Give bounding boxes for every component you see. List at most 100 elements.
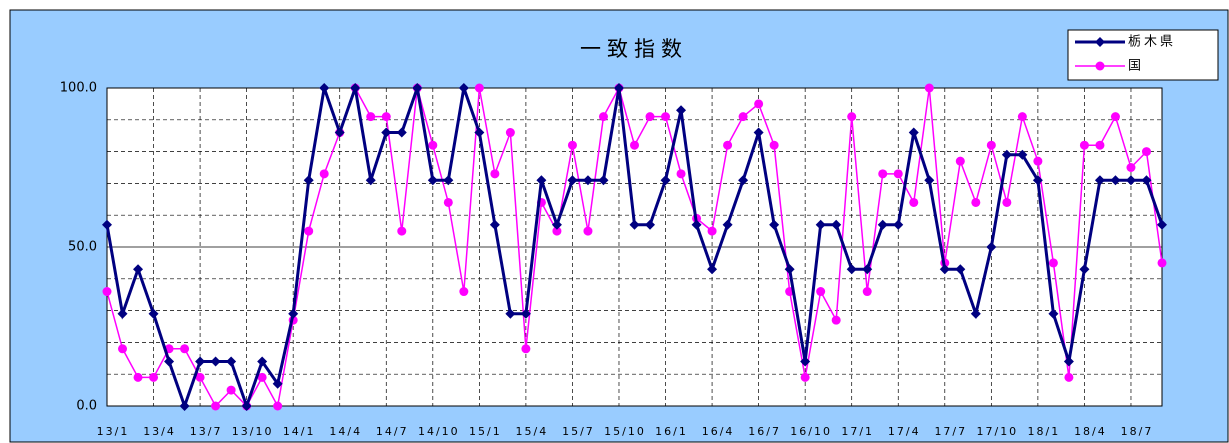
marker — [1095, 140, 1105, 150]
marker — [784, 264, 795, 275]
x-tick-label: 18/7 — [1121, 425, 1154, 438]
marker — [1032, 175, 1043, 186]
marker — [831, 315, 841, 325]
marker — [1110, 112, 1120, 122]
marker — [133, 372, 143, 382]
marker — [288, 308, 299, 319]
x-tick-label: 16/1 — [655, 425, 688, 438]
marker — [847, 112, 857, 122]
marker — [102, 219, 112, 230]
x-tick-label: 15/4 — [516, 425, 549, 438]
marker — [304, 226, 314, 236]
marker — [319, 83, 330, 93]
marker — [520, 308, 531, 319]
marker — [459, 287, 469, 297]
marker — [241, 401, 252, 411]
marker — [1141, 147, 1151, 157]
marker — [381, 112, 391, 122]
marker — [319, 169, 329, 179]
marker — [583, 226, 593, 236]
marker — [397, 226, 407, 236]
marker — [257, 372, 267, 382]
x-tick-label: 13/7 — [190, 425, 223, 438]
marker — [582, 175, 593, 186]
marker — [334, 127, 345, 138]
marker — [272, 378, 283, 389]
marker — [396, 127, 407, 138]
marker — [1095, 61, 1105, 71]
marker — [924, 83, 934, 93]
x-tick-label: 14/4 — [329, 425, 362, 438]
x-tick-label: 15/10 — [604, 425, 646, 438]
marker — [102, 287, 112, 297]
marker — [505, 308, 516, 319]
marker — [443, 175, 454, 186]
marker — [1141, 175, 1152, 186]
marker — [878, 169, 888, 179]
marker — [412, 83, 423, 93]
marker — [846, 264, 857, 275]
marker — [691, 219, 702, 230]
marker — [1048, 258, 1058, 268]
x-tick-label: 18/4 — [1074, 425, 1107, 438]
marker — [862, 264, 873, 275]
marker — [149, 372, 159, 382]
marker — [552, 226, 562, 236]
marker — [1064, 372, 1074, 382]
x-tick-label: 16/7 — [748, 425, 781, 438]
x-tick-label: 13/10 — [232, 425, 274, 438]
marker — [955, 156, 965, 166]
marker — [1063, 356, 1074, 367]
marker — [1079, 264, 1090, 275]
marker — [303, 175, 314, 186]
marker — [474, 127, 485, 138]
marker — [738, 112, 748, 122]
marker — [226, 385, 236, 395]
marker — [1033, 156, 1043, 166]
marker — [598, 175, 609, 186]
marker — [474, 83, 484, 93]
x-tick-label: 17/10 — [976, 425, 1018, 438]
marker — [970, 308, 981, 319]
marker — [133, 264, 144, 275]
marker — [707, 226, 717, 236]
x-tick-label: 13/1 — [97, 425, 130, 438]
marker — [660, 175, 671, 186]
marker — [815, 219, 826, 230]
marker — [1017, 149, 1028, 160]
marker — [971, 197, 981, 207]
marker — [521, 344, 531, 354]
marker — [195, 356, 206, 367]
x-tick-label: 17/1 — [841, 425, 874, 438]
marker — [924, 175, 935, 186]
marker — [195, 372, 205, 382]
marker — [800, 372, 810, 382]
marker — [180, 344, 190, 354]
marker — [458, 83, 469, 93]
marker — [273, 401, 283, 411]
marker — [1048, 308, 1059, 319]
marker — [164, 356, 175, 367]
x-tick-label: 17/7 — [934, 425, 967, 438]
marker — [939, 264, 950, 275]
marker — [676, 105, 687, 116]
marker — [816, 287, 826, 297]
marker — [831, 219, 842, 230]
marker — [428, 140, 438, 150]
marker — [1126, 163, 1136, 172]
marker — [1094, 175, 1105, 186]
x-tick-label: 17/4 — [888, 425, 921, 438]
marker — [877, 219, 888, 230]
x-tick-label: 13/4 — [143, 425, 176, 438]
marker — [723, 140, 733, 150]
marker — [427, 175, 438, 186]
marker — [769, 219, 780, 230]
x-tick-label: 14/7 — [376, 425, 409, 438]
marker — [490, 169, 500, 179]
x-tick-label: 14/10 — [418, 425, 460, 438]
legend-label: 国 — [1128, 59, 1144, 74]
x-tick-label: 18/1 — [1028, 425, 1061, 438]
legend-label: 栃木県 — [1128, 35, 1176, 50]
marker — [489, 219, 500, 230]
